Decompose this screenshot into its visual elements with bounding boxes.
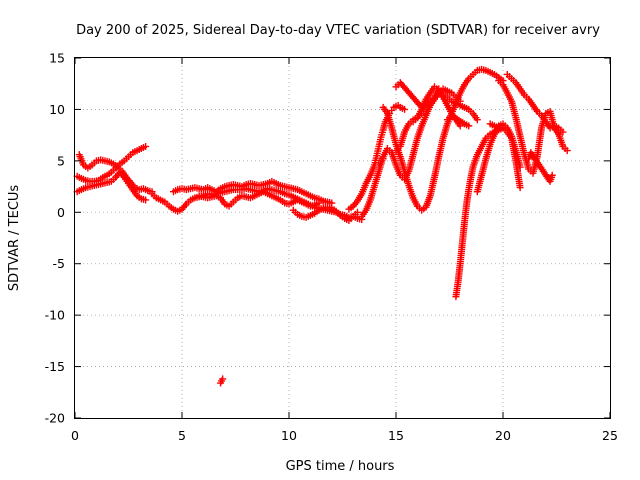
- y-axis-ticks: 15 10 5 0 -5 -10 -15 -20: [45, 51, 610, 426]
- y-tick-label: 0: [57, 205, 65, 220]
- x-tick-label: 10: [281, 428, 297, 443]
- data-point: [142, 142, 150, 150]
- data-points: [73, 65, 571, 387]
- series-track-h: [345, 101, 409, 213]
- data-point: [465, 122, 473, 130]
- y-tick-label: -15: [45, 359, 65, 374]
- series-track-e: [169, 177, 336, 207]
- data-point: [315, 199, 323, 207]
- data-point: [401, 105, 409, 113]
- x-tick-label: 5: [178, 428, 186, 443]
- plot-frame: [74, 57, 611, 419]
- data-point: [142, 196, 150, 204]
- series-track-p: [486, 120, 524, 192]
- y-tick-label: -5: [53, 256, 65, 271]
- series-track-r: [525, 149, 556, 185]
- series-track-g: [289, 203, 361, 225]
- data-point: [548, 171, 556, 179]
- x-tick-label: 25: [602, 428, 618, 443]
- x-tick-label: 0: [71, 428, 79, 443]
- x-tick-label: 15: [388, 428, 404, 443]
- series-track-d: [148, 185, 366, 223]
- data-point: [379, 155, 387, 163]
- series-track-c: [75, 151, 156, 196]
- y-tick-label: 10: [49, 102, 65, 117]
- y-tick-label: 15: [49, 51, 65, 66]
- grid: [75, 58, 610, 418]
- chart-title: Day 200 of 2025, Sidereal Day-to-day VTE…: [76, 23, 600, 38]
- data-point: [473, 116, 481, 124]
- series-track-a: [73, 142, 150, 185]
- data-point: [516, 184, 524, 192]
- series-track-q: [503, 70, 567, 136]
- x-tick-label: 20: [495, 428, 511, 443]
- data-point: [426, 97, 434, 105]
- data-point: [559, 128, 567, 136]
- series-track-f: [195, 188, 323, 210]
- y-tick-label: 5: [57, 153, 65, 168]
- data-point: [563, 147, 571, 155]
- data-point: [353, 208, 361, 216]
- y-axis-label: SDTVAR / TECUs: [7, 185, 22, 292]
- series-track-s: [217, 79, 473, 387]
- x-axis-ticks: 0 5 10 15 20 25: [71, 58, 618, 443]
- data-point: [219, 375, 227, 383]
- y-tick-label: -10: [45, 308, 65, 323]
- y-tick-label: -20: [45, 411, 65, 426]
- x-axis-label: GPS time / hours: [286, 459, 395, 474]
